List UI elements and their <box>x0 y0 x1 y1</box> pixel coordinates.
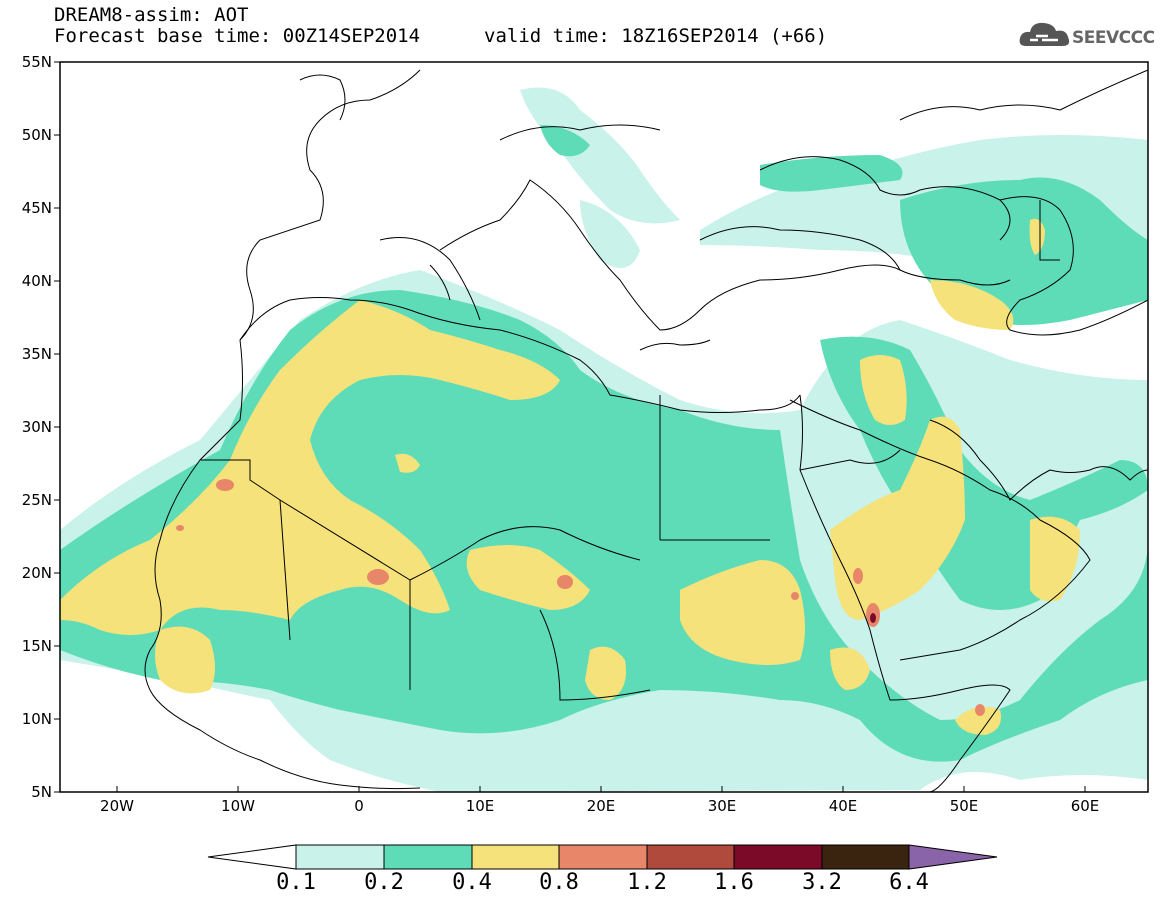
lat-label: 15N <box>21 637 52 655</box>
forecast-base-time: Forecast base time: 00Z14SEP2014 <box>54 25 421 47</box>
colorbar-swatch-3 <box>558 844 648 870</box>
lat-label: 45N <box>21 199 52 217</box>
colorbar-under-arrow <box>207 844 297 870</box>
colorbar-swatch-2 <box>471 844 560 870</box>
colorbar-level: 1.2 <box>627 870 667 895</box>
lat-label: 55N <box>21 53 52 71</box>
lat-label: 5N <box>31 783 52 801</box>
lon-label: 20E <box>586 797 616 815</box>
coastlines <box>144 69 1149 793</box>
lat-label: 10N <box>21 710 52 728</box>
lat-label: 40N <box>21 272 52 290</box>
map-title: DREAM8-assim: AOT <box>54 4 249 26</box>
colorbar-level: 0.1 <box>276 870 316 895</box>
lon-label: 10W <box>221 797 255 815</box>
lat-label: 25N <box>21 491 52 509</box>
colorbar-level: 0.2 <box>364 870 404 895</box>
lon-label: 30E <box>707 797 737 815</box>
lat-label: 20N <box>21 564 52 582</box>
lon-label: 10E <box>465 797 495 815</box>
lat-label: 50N <box>21 126 52 144</box>
lon-ticks <box>116 786 1086 792</box>
colorbar-level: 3.2 <box>802 870 842 895</box>
colorbar-swatch-5 <box>733 844 823 870</box>
colorbar-level: 6.4 <box>889 870 929 895</box>
lat-ticks <box>54 61 60 793</box>
lat-label: 30N <box>21 418 52 436</box>
valid-time: valid time: 18Z16SEP2014 (+66) <box>484 25 828 47</box>
colorbar-swatch-6 <box>821 844 910 870</box>
colorbar-level: 0.8 <box>539 870 579 895</box>
seevccc-logo: SEEVCCC <box>1018 18 1155 58</box>
cloud-icon <box>1019 22 1070 46</box>
lon-label: 20W <box>100 797 134 815</box>
colorbar-swatch-4 <box>646 844 735 870</box>
lat-label: 35N <box>21 345 52 363</box>
colorbar-over-arrow <box>908 844 998 870</box>
colorbar-swatch-0 <box>295 844 385 870</box>
logo-text: SEEVCCC <box>1072 28 1155 48</box>
colorbar-level: 1.6 <box>714 870 754 895</box>
lon-label: 60E <box>1070 797 1100 815</box>
aot-field-0.4 <box>60 218 1080 735</box>
colorbar-level: 0.4 <box>452 870 492 895</box>
colorbar <box>207 844 998 870</box>
aot-field-1.6 <box>870 613 876 623</box>
aot-field-0.8 <box>176 479 985 716</box>
lon-label: 50E <box>949 797 979 815</box>
lon-label: 0 <box>354 797 364 815</box>
lon-label: 40E <box>828 797 858 815</box>
colorbar-swatch-1 <box>383 844 473 870</box>
